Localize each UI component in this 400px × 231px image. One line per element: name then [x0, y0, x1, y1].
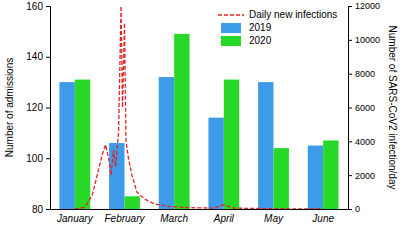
y2-axis: 0 2000 4000 6000 8000 10000 12000: [348, 1, 380, 214]
bar: [125, 196, 140, 209]
y-tick: 160: [26, 1, 50, 12]
y-tick: 120: [26, 102, 50, 113]
y2-tick-mark: [348, 108, 352, 109]
bar: [274, 148, 289, 209]
y2-tick: 4000: [348, 137, 375, 147]
y-tick: 140: [26, 51, 50, 62]
legend-label: Daily new infections: [249, 9, 337, 20]
legend-item: 2019: [221, 22, 272, 33]
y2-tick-label: 6000: [355, 103, 375, 113]
y2-tick-mark: [348, 6, 352, 7]
x-axis-line: [51, 209, 349, 210]
bar: [224, 80, 239, 209]
y-tick-mark: [46, 158, 50, 159]
y-tick-label: 120: [26, 102, 43, 113]
bar: [59, 82, 74, 209]
y2-tick-label: 8000: [355, 69, 375, 79]
y2-tick-mark: [348, 40, 352, 41]
x-tick-label: January: [56, 213, 94, 224]
y2-tick-mark: [348, 209, 352, 210]
bar: [174, 34, 189, 209]
y2-tick: 0: [348, 204, 360, 214]
line: [75, 6, 323, 209]
y2-tick: 10000: [348, 35, 380, 45]
y-axis-title: Number of admissions: [4, 58, 15, 157]
y-tick: 80: [32, 204, 50, 215]
bar-series: [75, 34, 339, 209]
y2-axis-title: Number of SARS-CoV2 infection/day: [387, 26, 398, 190]
x-tick-label: February: [104, 213, 145, 224]
x-tick: January: [56, 209, 94, 224]
x-tick-label: April: [213, 213, 235, 224]
legend-label: 2019: [249, 22, 272, 33]
y-axis: 80 100 120 140 160: [26, 1, 50, 215]
x-axis: January February March April May June: [51, 209, 349, 224]
x-tick: June: [311, 209, 334, 224]
bar: [258, 82, 273, 209]
y-tick-mark: [46, 209, 50, 210]
marks: [59, 6, 338, 209]
y2-tick-label: 2000: [355, 171, 375, 181]
y2-tick-label: 0: [355, 204, 360, 214]
legend-item: 2020: [221, 35, 272, 46]
y-tick-label: 80: [32, 204, 44, 215]
x-tick-label: June: [311, 213, 334, 224]
bar: [208, 118, 223, 209]
legend-line: [218, 14, 244, 15]
bar: [308, 146, 323, 209]
y-tick-label: 100: [26, 153, 43, 164]
y2-tick-mark: [348, 175, 352, 176]
x-tick-label: May: [264, 213, 284, 224]
y-tick: 100: [26, 153, 50, 164]
x-tick: February: [104, 209, 145, 224]
plot: January February March April May June 80 100 120…: [26, 1, 380, 224]
y2-tick-label: 12000: [355, 1, 380, 11]
chart: January February March April May June 80 100 120…: [0, 0, 400, 231]
y2-tick-label: 10000: [355, 35, 380, 45]
y2-tick: 8000: [348, 69, 375, 79]
legend-swatch: [221, 23, 241, 33]
legend-label: 2020: [249, 35, 272, 46]
y2-tick: 6000: [348, 103, 375, 113]
legend-swatch: [221, 36, 241, 46]
y-tick-label: 140: [26, 51, 43, 62]
bar: [75, 80, 90, 209]
bar: [159, 77, 174, 209]
bar: [323, 140, 338, 209]
y2-tick-mark: [348, 74, 352, 75]
y-tick-mark: [46, 6, 50, 7]
x-tick: April: [213, 209, 235, 224]
y-tick-mark: [46, 108, 50, 109]
legend-item: Daily new infections: [218, 9, 337, 20]
bar-series: [59, 77, 323, 209]
y2-axis-line: [349, 7, 353, 210]
y2-tick: 2000: [348, 171, 375, 181]
x-tick-label: March: [160, 213, 188, 224]
x-tick: March: [160, 209, 188, 224]
y2-tick-mark: [348, 141, 352, 142]
y2-tick: 12000: [348, 1, 380, 11]
legend: Daily new infections 2019 2020: [218, 9, 337, 46]
x-tick: May: [264, 209, 284, 224]
y-axis-line: [46, 7, 51, 210]
y-tick-label: 160: [26, 1, 43, 12]
y-tick-mark: [46, 57, 50, 58]
y2-tick-label: 4000: [355, 137, 375, 147]
